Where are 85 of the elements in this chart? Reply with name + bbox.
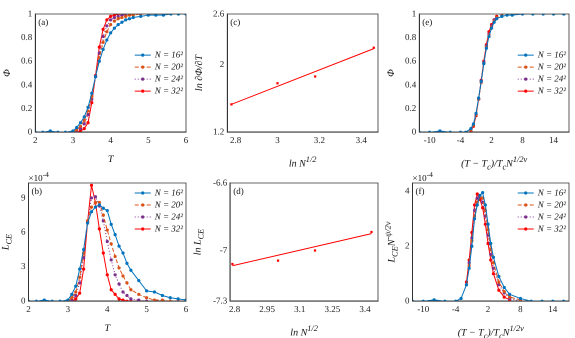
y-tick-label: 0.8: [405, 32, 417, 42]
x-axis-title: (T − T$_{c}$)/T$_{c}$N$^{1/2ν}$: [458, 323, 524, 338]
x-tick-label: 2.95: [259, 304, 276, 314]
legend-label: N = 24²: [154, 211, 184, 222]
y-tick-label: 2.6: [213, 8, 225, 18]
y-axis-title: Φ: [2, 69, 14, 77]
annotation: (b): [32, 185, 42, 197]
y-tick-label: 1.2: [213, 126, 224, 137]
x-axis-title: (T − T$_{c}$)/T$_{c}$N$^{1/2ν}$: [461, 154, 528, 174]
x-tick-label: 3.4: [359, 304, 372, 314]
legend-label: N = 20²: [536, 199, 566, 210]
legend-label: N = 20²: [536, 61, 566, 72]
annotation: (f): [416, 185, 424, 197]
legend-label: N = 24²: [536, 211, 566, 222]
y-tick-label: 3: [21, 261, 26, 272]
x-tick-label: 3.25: [324, 304, 341, 314]
y-tick-label: 2: [220, 59, 224, 70]
x-tick-label: -10: [424, 134, 436, 145]
x-tick-label: 3.4: [356, 134, 368, 145]
x-tick-label: 2.8: [230, 134, 242, 145]
x-tick-label: 4: [105, 304, 110, 314]
annotation: (e): [422, 16, 432, 28]
y-tick-label: 0: [405, 296, 410, 306]
y-tick-label: 0.4: [405, 79, 417, 90]
legend-label: N = 24²: [154, 73, 184, 84]
y-tick-label: -6.6: [212, 177, 228, 188]
y-tick-label: 0.4: [21, 79, 33, 90]
y-axis-title: Φ: [386, 69, 398, 77]
y-tick-label: 0.8: [21, 32, 33, 42]
y-tick-label: 9: [21, 192, 26, 202]
x-tick-label: 3: [70, 134, 76, 145]
x-tick-label: 6: [184, 134, 189, 145]
x-tick-label: -4: [456, 134, 465, 145]
annotation: ×10$^{-4}$: [412, 169, 433, 184]
x-axis-title: ln N$^{1/2}$: [290, 323, 318, 338]
legend-label: N = 16²: [536, 49, 566, 60]
x-axis-title: T: [108, 154, 114, 166]
x-tick-label: 8: [518, 304, 524, 314]
legend-label: N = 32²: [154, 85, 184, 96]
x-tick-label: 8: [520, 134, 526, 145]
y-tick-label: 1: [412, 8, 416, 18]
y-tick-label: 4: [405, 186, 410, 196]
x-tick-label: 3: [66, 304, 71, 314]
y-tick-label: 0: [412, 126, 417, 137]
x-tick-label: 14: [548, 304, 558, 314]
annotation: (c): [230, 16, 240, 28]
legend-label: N = 16²: [536, 187, 566, 198]
x-tick-label: 2: [489, 134, 494, 145]
x-tick-label: 3.2: [314, 134, 325, 145]
y-tick-label: 6: [21, 226, 26, 237]
y-tick-label: 0.6: [21, 56, 33, 66]
legend-label: N = 20²: [154, 199, 184, 210]
y-tick-label: 0.6: [405, 56, 417, 66]
legend-label: N = 16²: [154, 187, 184, 198]
y-tick-label: -7: [220, 244, 228, 255]
legend-label: N = 32²: [536, 223, 566, 234]
x-tick-label: -10: [417, 304, 430, 314]
x-axis-title: ln N$^{1/2}$: [288, 154, 316, 170]
x-tick-label: 2: [486, 304, 490, 314]
y-tick-label: -7.3: [212, 296, 228, 306]
x-tick-label: 5: [144, 304, 150, 314]
y-tick-label: 0.2: [405, 102, 416, 113]
x-tick-label: 5: [146, 134, 152, 145]
legend-label: N = 24²: [536, 73, 566, 84]
y-tick-label: 1: [28, 8, 32, 18]
annotation: ×10$^{-4}$: [28, 169, 49, 184]
annotation: (a): [38, 16, 48, 28]
legend-label: N = 32²: [154, 223, 184, 234]
x-tick-label: 3: [275, 134, 280, 145]
annotation: (d): [233, 185, 244, 197]
x-tick-label: 6: [184, 304, 189, 314]
y-tick-label: 2: [405, 240, 410, 251]
legend-label: N = 20²: [154, 61, 184, 72]
x-tick-label: -4: [452, 304, 460, 314]
x-axis-title: T: [104, 323, 110, 335]
y-tick-label: 0: [28, 126, 33, 137]
legend-label: N = 32²: [536, 85, 566, 96]
y-tick-label: 0: [21, 296, 26, 306]
y-axis-title: ln ∂Φ/∂T: [194, 55, 206, 92]
x-tick-label: 2.8: [228, 304, 241, 314]
x-tick-label: 4: [108, 134, 114, 145]
x-tick-label: 3.1: [294, 304, 306, 314]
x-tick-label: 14: [549, 134, 559, 145]
y-tick-label: 0.2: [21, 102, 32, 113]
legend-label: N = 16²: [154, 49, 184, 60]
